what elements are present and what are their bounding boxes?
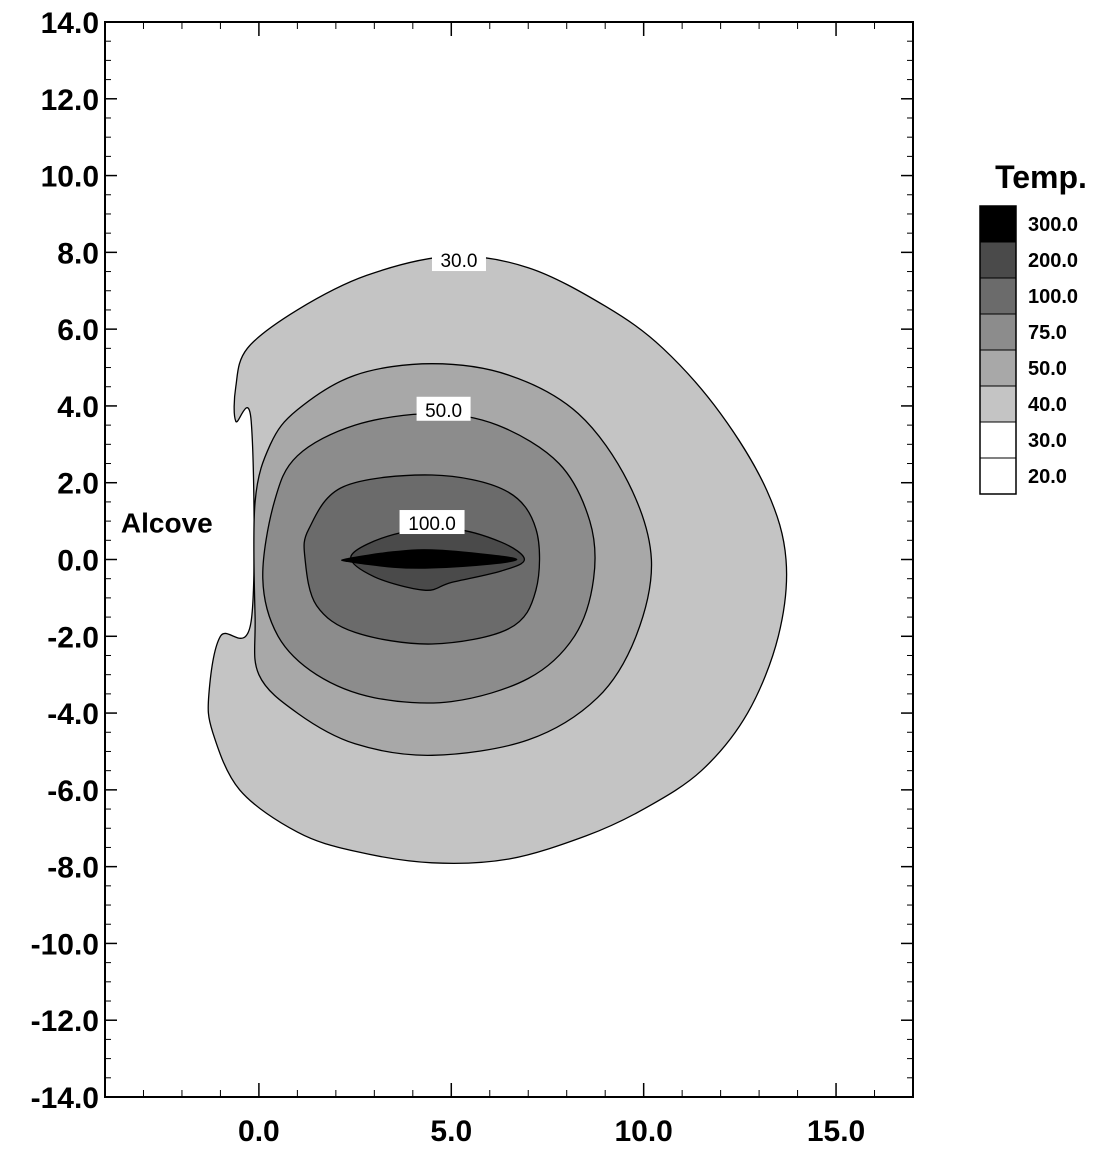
contour-300 xyxy=(340,549,518,569)
legend-label: 40.0 xyxy=(1028,394,1067,416)
y-tick-label: -12.0 xyxy=(31,1005,99,1038)
legend-swatch xyxy=(979,421,1017,459)
y-tick-label: 6.0 xyxy=(57,314,99,347)
annotation-alcove: Alcove xyxy=(121,508,213,539)
y-tick-label: -14.0 xyxy=(31,1082,99,1115)
y-tick-label: 12.0 xyxy=(41,84,99,117)
legend: Temp. 300.0 200.0 100.0 75.0 50.0 40.0 30.0 20.0 xyxy=(979,159,1087,495)
y-tick-label: 0.0 xyxy=(57,545,99,578)
legend-label: 30.0 xyxy=(1028,430,1067,452)
y-tick-label: -8.0 xyxy=(47,852,99,885)
x-tick-label: 10.0 xyxy=(614,1115,672,1148)
legend-swatch xyxy=(979,277,1017,315)
y-tick-label: 10.0 xyxy=(41,161,99,194)
legend-swatch xyxy=(979,457,1017,495)
x-tick-label: 5.0 xyxy=(430,1115,472,1148)
contour-label-bg xyxy=(399,510,465,535)
y-tick-label: 2.0 xyxy=(57,468,99,501)
y-tick-label: 4.0 xyxy=(57,391,99,424)
y-tick-label: -4.0 xyxy=(47,698,99,731)
legend-label: 50.0 xyxy=(1028,358,1067,380)
contour-label-bg xyxy=(416,396,471,421)
axes: 14.0 12.0 10.0 8.0 6.0 4.0 2.0 0.0 -2.0 -4.0 -6.0 -… xyxy=(31,7,914,1148)
x-tick-label: 15.0 xyxy=(807,1115,865,1148)
contour-label: 100.0 xyxy=(408,514,456,535)
legend-swatch xyxy=(979,313,1017,351)
contour-label: 30.0 xyxy=(440,251,477,272)
legend-label: 20.0 xyxy=(1028,466,1067,488)
y-tick-label: -2.0 xyxy=(47,621,99,654)
legend-label: 75.0 xyxy=(1028,322,1067,344)
legend-swatch xyxy=(979,349,1017,387)
legend-label: 200.0 xyxy=(1028,250,1078,272)
x-tick-label: 0.0 xyxy=(238,1115,280,1148)
y-tick-label: 14.0 xyxy=(41,7,99,40)
y-tick-label: -10.0 xyxy=(31,928,99,961)
y-tick-label: 8.0 xyxy=(57,237,99,270)
contour-label-layer: 30.0 50.0 100.0 xyxy=(399,247,486,535)
contour-label-bg xyxy=(431,247,486,272)
contour-label: 50.0 xyxy=(425,401,462,422)
legend-title: Temp. xyxy=(995,159,1087,195)
legend-swatch xyxy=(979,385,1017,423)
legend-label: 300.0 xyxy=(1028,214,1078,236)
legend-border xyxy=(979,205,1017,495)
y-tick-label: -6.0 xyxy=(47,775,99,808)
legend-swatch xyxy=(979,241,1017,279)
annotation-layer: Alcove xyxy=(121,508,213,539)
legend-label: 100.0 xyxy=(1028,286,1078,308)
legend-swatch xyxy=(979,205,1017,243)
contour-layer xyxy=(207,255,788,865)
